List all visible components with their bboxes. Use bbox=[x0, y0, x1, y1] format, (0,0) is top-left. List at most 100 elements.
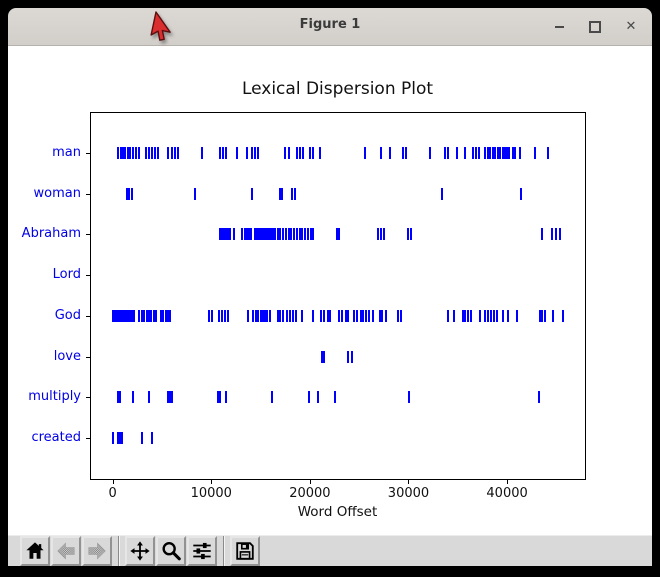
dispersion-mark bbox=[130, 187, 133, 200]
minimize-button[interactable] bbox=[552, 20, 566, 34]
dispersion-mark bbox=[408, 391, 411, 404]
dispersion-mark bbox=[502, 309, 505, 322]
dispersion-mark bbox=[207, 309, 210, 322]
dispersion-mark bbox=[264, 228, 267, 241]
dispersion-mark bbox=[558, 228, 561, 241]
dispersion-mark bbox=[402, 146, 405, 159]
navigation-toolbar bbox=[8, 535, 652, 566]
dispersion-mark bbox=[492, 309, 495, 322]
dispersion-mark bbox=[246, 228, 249, 241]
dispersion-mark bbox=[301, 309, 304, 322]
dispersion-mark bbox=[271, 228, 274, 241]
dispersion-mark bbox=[150, 309, 153, 322]
figure-canvas[interactable]: Lexical Dispersion Plot man woman Abraham Lo… bbox=[8, 46, 652, 535]
dispersion-mark bbox=[140, 309, 143, 322]
dispersion-mark bbox=[534, 146, 537, 159]
window-title: Figure 1 bbox=[299, 17, 361, 32]
dispersion-mark bbox=[126, 187, 129, 200]
dispersion-mark bbox=[141, 432, 144, 445]
dispersion-mark bbox=[194, 187, 196, 200]
ytick-label-multiply: multiply bbox=[28, 389, 81, 405]
dispersion-mark bbox=[145, 146, 148, 159]
dispersion-mark bbox=[511, 146, 514, 159]
dispersion-mark bbox=[306, 228, 309, 241]
x-tick bbox=[211, 480, 213, 484]
dispersion-mark bbox=[124, 146, 127, 159]
dispersion-mark bbox=[232, 228, 235, 241]
dispersion-mark bbox=[467, 309, 470, 322]
dispersion-mark bbox=[495, 309, 498, 322]
dispersion-mark bbox=[364, 146, 367, 159]
maximize-button[interactable] bbox=[588, 20, 602, 34]
dispersion-mark bbox=[219, 391, 222, 404]
dispersion-mark bbox=[135, 146, 138, 159]
dispersion-mark bbox=[551, 228, 554, 241]
close-button[interactable]: ✕ bbox=[624, 19, 638, 34]
dispersion-mark bbox=[319, 146, 322, 159]
dispersion-mark bbox=[461, 309, 464, 322]
dispersion-mark bbox=[276, 309, 279, 322]
dispersion-mark bbox=[407, 228, 409, 241]
dispersion-mark bbox=[254, 146, 257, 159]
dispersion-mark bbox=[337, 309, 340, 322]
dispersion-mark bbox=[162, 309, 165, 322]
dispersion-mark bbox=[117, 146, 120, 159]
dispersion-mark bbox=[166, 309, 169, 322]
minimize-icon bbox=[554, 25, 564, 28]
dispersion-mark bbox=[303, 228, 306, 241]
toolbar-separator bbox=[223, 536, 225, 566]
dispersion-mark bbox=[269, 228, 272, 241]
dispersion-mark bbox=[113, 309, 116, 322]
pan-move-icon bbox=[130, 541, 150, 561]
dispersion-mark bbox=[344, 309, 347, 322]
pan-button[interactable] bbox=[125, 536, 155, 566]
dispersion-mark bbox=[447, 146, 450, 159]
dispersion-mark bbox=[124, 309, 127, 322]
dispersion-mark bbox=[168, 391, 171, 404]
dispersion-mark bbox=[252, 309, 255, 322]
y-tick bbox=[86, 234, 90, 236]
window-controls: ✕ bbox=[552, 8, 638, 45]
dispersion-mark bbox=[259, 309, 262, 322]
dispersion-mark bbox=[371, 309, 374, 322]
dispersion-mark bbox=[169, 309, 172, 322]
dispersion-mark bbox=[410, 228, 413, 241]
configure-subplots-button[interactable] bbox=[187, 536, 217, 566]
forward-arrow-icon bbox=[88, 542, 106, 560]
zoom-button[interactable] bbox=[156, 536, 186, 566]
dispersion-mark bbox=[248, 228, 251, 241]
dispersion-mark bbox=[491, 146, 494, 159]
y-tick bbox=[86, 397, 90, 399]
dispersion-mark bbox=[319, 309, 322, 322]
forward-button[interactable] bbox=[82, 536, 112, 566]
dispersion-mark bbox=[154, 309, 157, 322]
dispersion-mark bbox=[219, 228, 222, 241]
dispersion-mark bbox=[404, 146, 407, 159]
dispersion-mark bbox=[326, 309, 329, 322]
titlebar[interactable]: Figure 1 ✕ bbox=[8, 8, 652, 46]
dispersion-mark bbox=[538, 309, 541, 322]
dispersion-mark bbox=[299, 228, 302, 241]
dispersion-mark bbox=[508, 146, 511, 159]
floppy-disk-icon bbox=[236, 542, 254, 560]
home-button[interactable] bbox=[20, 536, 50, 566]
dispersion-mark bbox=[147, 146, 150, 159]
dispersion-mark bbox=[224, 391, 227, 404]
dispersion-mark bbox=[257, 146, 260, 159]
dispersion-mark bbox=[266, 309, 269, 322]
dispersion-mark bbox=[380, 146, 383, 159]
dispersion-mark bbox=[554, 228, 557, 241]
dispersion-mark bbox=[166, 391, 169, 404]
back-button[interactable] bbox=[51, 536, 81, 566]
save-button[interactable] bbox=[230, 536, 260, 566]
dispersion-mark bbox=[537, 391, 540, 404]
x-tick bbox=[507, 480, 509, 484]
dispersion-mark bbox=[130, 309, 133, 322]
dispersion-mark bbox=[389, 146, 392, 159]
dispersion-mark bbox=[117, 309, 120, 322]
dispersion-mark bbox=[279, 228, 282, 241]
dispersion-mark bbox=[246, 146, 249, 159]
dispersion-mark bbox=[285, 309, 288, 322]
dispersion-mark bbox=[262, 228, 265, 241]
ytick-label-Abraham: Abraham bbox=[21, 226, 81, 242]
